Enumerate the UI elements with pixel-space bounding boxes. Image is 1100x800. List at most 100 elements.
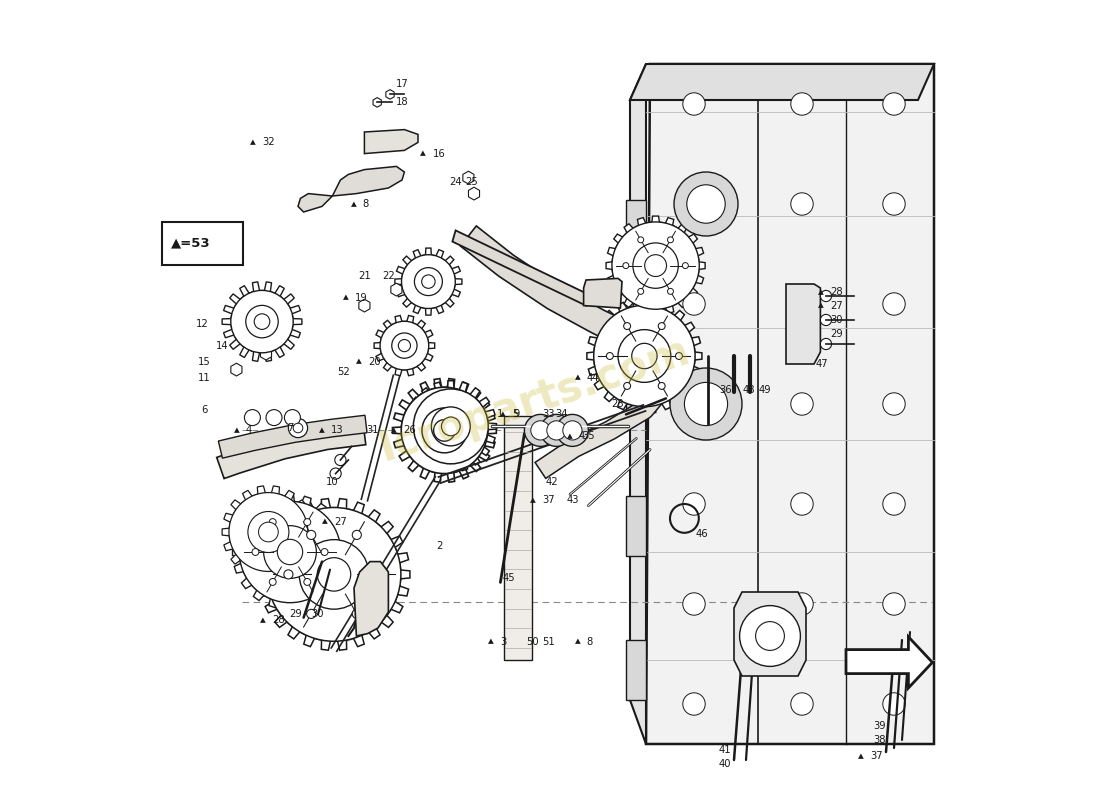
Text: 45: 45: [502, 573, 515, 582]
Polygon shape: [298, 194, 332, 212]
Text: ▲: ▲: [500, 411, 506, 418]
Polygon shape: [584, 278, 621, 308]
Circle shape: [883, 493, 905, 515]
Circle shape: [683, 93, 705, 115]
Circle shape: [684, 382, 727, 426]
Circle shape: [277, 539, 302, 565]
Text: 24: 24: [449, 178, 462, 187]
Circle shape: [683, 693, 705, 715]
Text: ▲=53: ▲=53: [170, 237, 210, 250]
Circle shape: [638, 288, 644, 294]
Text: 22: 22: [382, 271, 395, 281]
Polygon shape: [626, 496, 646, 556]
Text: ▲: ▲: [261, 617, 266, 623]
Text: 37: 37: [542, 495, 554, 505]
Text: ▲: ▲: [351, 201, 356, 207]
Circle shape: [791, 693, 813, 715]
Circle shape: [791, 593, 813, 615]
Text: 29: 29: [830, 330, 843, 339]
Text: 51: 51: [542, 637, 554, 646]
Circle shape: [686, 185, 725, 223]
Text: ▲: ▲: [250, 139, 255, 146]
Text: 52: 52: [338, 367, 350, 377]
Circle shape: [883, 693, 905, 715]
Circle shape: [683, 193, 705, 215]
Circle shape: [631, 343, 657, 369]
Circle shape: [270, 578, 276, 586]
Text: 1: 1: [497, 410, 504, 419]
Text: 31: 31: [366, 426, 378, 435]
Circle shape: [791, 293, 813, 315]
Text: ▲: ▲: [574, 638, 581, 645]
Circle shape: [284, 570, 293, 579]
Polygon shape: [359, 299, 370, 312]
Text: 8: 8: [586, 637, 593, 646]
Circle shape: [258, 522, 278, 542]
Circle shape: [821, 314, 832, 326]
Circle shape: [392, 333, 417, 358]
Text: 26: 26: [403, 426, 416, 435]
Circle shape: [883, 293, 905, 315]
Circle shape: [307, 610, 316, 618]
Circle shape: [883, 393, 905, 415]
Text: 35: 35: [582, 431, 595, 441]
Circle shape: [670, 368, 742, 440]
Polygon shape: [258, 498, 410, 650]
Circle shape: [402, 387, 487, 474]
Polygon shape: [626, 640, 646, 700]
Circle shape: [421, 275, 436, 288]
Polygon shape: [626, 200, 646, 260]
Text: 8: 8: [363, 199, 370, 209]
Circle shape: [266, 410, 282, 426]
Text: ▲: ▲: [356, 358, 362, 365]
Circle shape: [433, 420, 455, 441]
Text: 39: 39: [873, 722, 886, 731]
Text: 48: 48: [742, 386, 755, 395]
Text: 40: 40: [718, 759, 730, 769]
Text: 13: 13: [331, 426, 343, 435]
Polygon shape: [261, 347, 272, 360]
Circle shape: [352, 530, 362, 539]
Text: ▲: ▲: [566, 433, 572, 439]
Polygon shape: [354, 562, 388, 636]
Text: 9: 9: [514, 410, 519, 419]
Circle shape: [398, 339, 410, 352]
Polygon shape: [219, 415, 367, 458]
Polygon shape: [373, 98, 382, 107]
Circle shape: [791, 493, 813, 515]
Circle shape: [285, 410, 300, 426]
Polygon shape: [405, 381, 496, 472]
Circle shape: [229, 493, 308, 571]
Circle shape: [381, 322, 429, 370]
Polygon shape: [469, 187, 480, 200]
Polygon shape: [395, 248, 462, 315]
Polygon shape: [297, 610, 310, 625]
Text: 19: 19: [355, 293, 367, 302]
Text: 14: 14: [216, 341, 229, 350]
Circle shape: [624, 322, 630, 330]
Circle shape: [645, 254, 667, 277]
Circle shape: [739, 606, 801, 666]
Circle shape: [330, 468, 341, 479]
Polygon shape: [846, 637, 933, 688]
Circle shape: [618, 330, 671, 382]
Circle shape: [240, 502, 341, 602]
Circle shape: [422, 408, 466, 453]
Polygon shape: [332, 166, 405, 196]
Circle shape: [821, 290, 832, 302]
Circle shape: [658, 322, 666, 330]
Circle shape: [299, 540, 369, 609]
Text: 47: 47: [816, 359, 828, 369]
Circle shape: [270, 518, 276, 526]
Polygon shape: [232, 494, 348, 610]
Text: ▲: ▲: [574, 374, 581, 381]
Text: 7: 7: [287, 423, 294, 433]
Circle shape: [623, 262, 629, 269]
Circle shape: [307, 530, 316, 539]
Circle shape: [525, 414, 557, 446]
Circle shape: [612, 222, 700, 310]
Text: 34: 34: [556, 410, 569, 419]
Text: 30: 30: [311, 610, 324, 619]
Circle shape: [632, 243, 679, 288]
Circle shape: [540, 414, 572, 446]
